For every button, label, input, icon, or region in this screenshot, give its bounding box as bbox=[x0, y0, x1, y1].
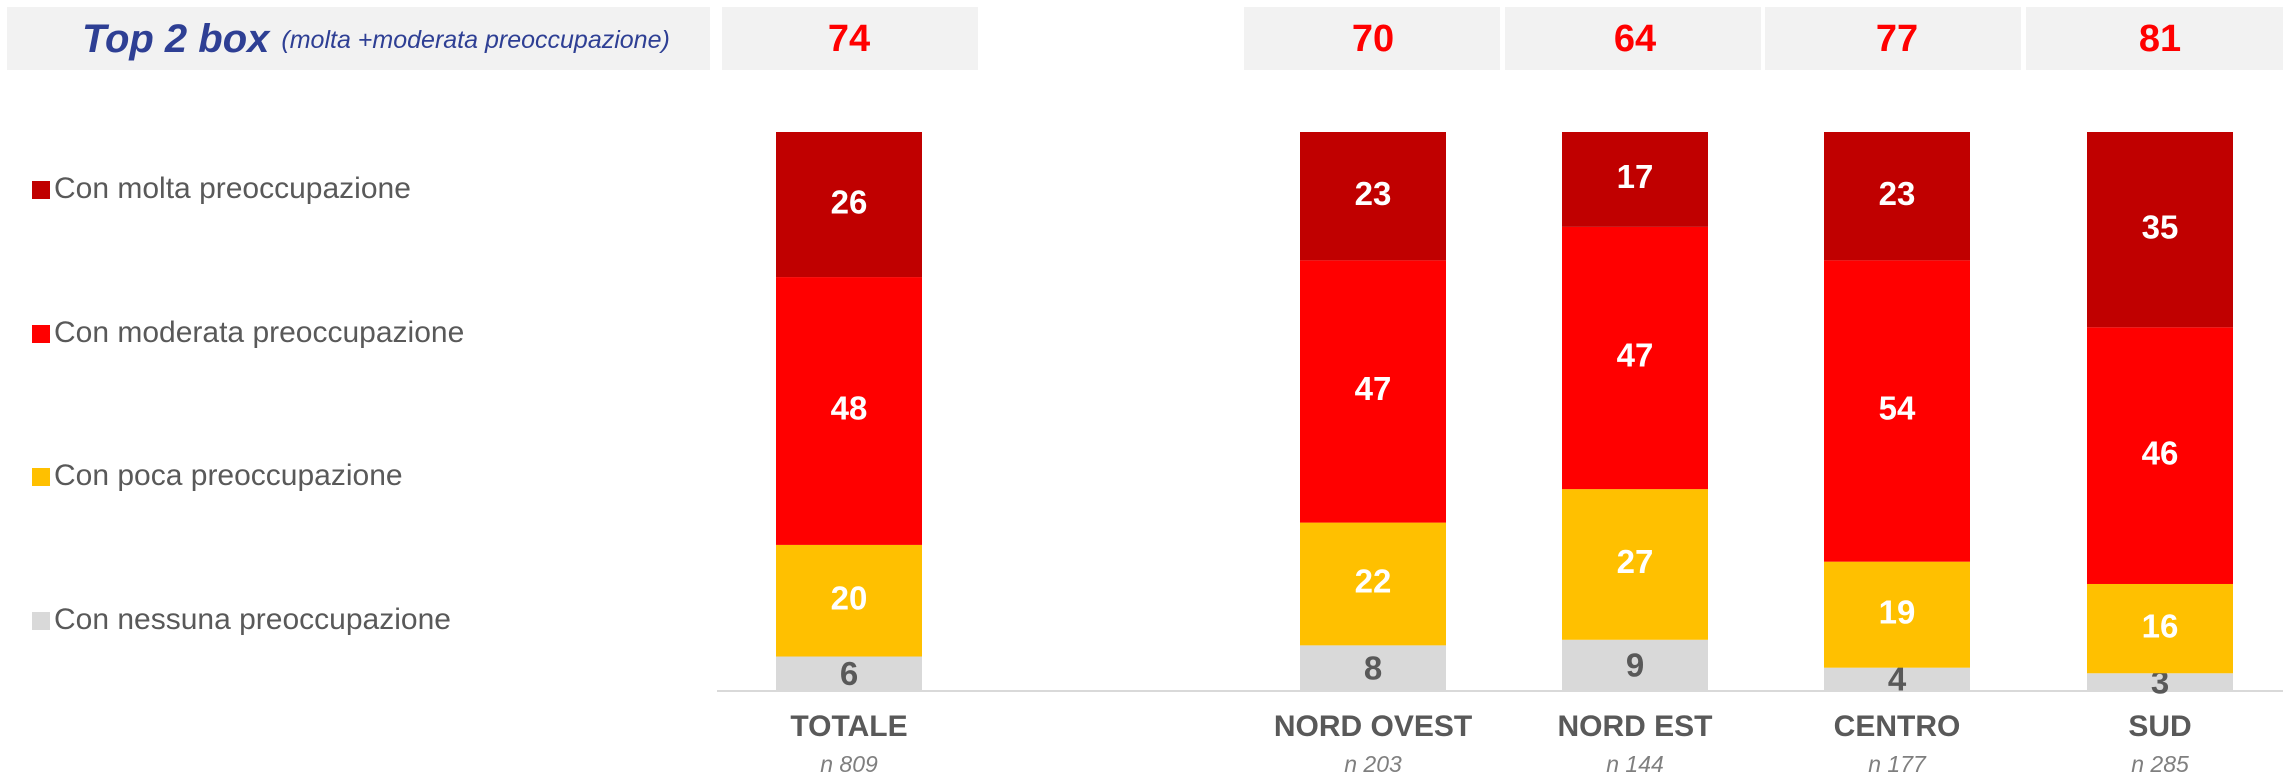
legend-label: Con nessuna preoccupazione bbox=[54, 603, 451, 636]
data-label: 47 bbox=[1355, 370, 1392, 407]
top2-value: 70 bbox=[1352, 18, 1394, 60]
header-box bbox=[7, 7, 710, 70]
sample-size: n 144 bbox=[1606, 751, 1664, 777]
bar-segment bbox=[1824, 667, 1970, 690]
bar-segment bbox=[776, 132, 922, 278]
chart-title: Top 2 box (molta +moderata preoccupazione… bbox=[82, 17, 670, 61]
title: Top 2 box bbox=[82, 17, 271, 61]
data-label: 27 bbox=[1617, 543, 1654, 580]
header-box bbox=[1765, 7, 2021, 70]
bar-segment bbox=[776, 656, 922, 690]
bar-segment bbox=[1562, 226, 1708, 490]
x-tick-label: TOTALE bbox=[790, 710, 907, 743]
bar-segment bbox=[2087, 673, 2233, 690]
sample-size: n 177 bbox=[1868, 751, 1927, 777]
bar-segment bbox=[776, 277, 922, 545]
header-box bbox=[1505, 7, 1761, 70]
bar-segment bbox=[2087, 327, 2233, 584]
legend-swatch bbox=[32, 181, 50, 199]
header-box bbox=[1244, 7, 1500, 70]
legend-label: Con poca preoccupazione bbox=[54, 459, 403, 492]
x-tick-label: NORD OVEST bbox=[1274, 710, 1472, 743]
bar-segment bbox=[1824, 260, 1970, 562]
data-label: 16 bbox=[2142, 607, 2179, 644]
bar-segment bbox=[1562, 489, 1708, 640]
top2-value: 64 bbox=[1614, 18, 1656, 60]
bar-segment bbox=[1824, 132, 1970, 261]
data-label: 54 bbox=[1879, 390, 1916, 427]
top2-value: 81 bbox=[2139, 18, 2181, 60]
data-label: 17 bbox=[1617, 158, 1654, 195]
top2-value: 77 bbox=[1876, 18, 1918, 60]
x-tick-label: SUD bbox=[2128, 710, 2191, 743]
subtitle: (molta +moderata preoccupazione) bbox=[281, 26, 669, 54]
data-label: 6 bbox=[840, 655, 858, 692]
data-label: 8 bbox=[1364, 649, 1382, 686]
sample-size: n 285 bbox=[2131, 751, 2189, 777]
legend-swatch bbox=[32, 468, 50, 486]
data-label: 9 bbox=[1626, 647, 1644, 684]
header-box bbox=[722, 7, 978, 70]
bar-segment bbox=[776, 544, 922, 657]
bar-segment bbox=[1300, 260, 1446, 523]
top2-value: 74 bbox=[828, 18, 870, 60]
sample-size: n 203 bbox=[1344, 751, 1402, 777]
bar-segment bbox=[1824, 561, 1970, 668]
x-tick-label: CENTRO bbox=[1834, 710, 1961, 743]
data-label: 46 bbox=[2142, 434, 2179, 471]
data-label: 26 bbox=[831, 183, 868, 220]
data-label: 19 bbox=[1879, 593, 1916, 630]
legend-label: Con moderata preoccupazione bbox=[54, 316, 464, 349]
data-label: 20 bbox=[831, 579, 868, 616]
bar-segment bbox=[2087, 132, 2233, 328]
data-label: 48 bbox=[831, 390, 868, 427]
bar-segment bbox=[1300, 132, 1446, 261]
sample-size: n 809 bbox=[820, 751, 878, 777]
bar-segment bbox=[1300, 522, 1446, 646]
header-box bbox=[2026, 7, 2283, 70]
bar-segment bbox=[1562, 132, 1708, 227]
data-label: 22 bbox=[1355, 563, 1392, 600]
x-tick-label: NORD EST bbox=[1557, 710, 1712, 743]
legend-swatch bbox=[32, 612, 50, 630]
data-label: 23 bbox=[1879, 175, 1916, 212]
bar-segment bbox=[1300, 645, 1446, 690]
data-label: 35 bbox=[2142, 208, 2179, 245]
legend-swatch bbox=[32, 325, 50, 343]
bar-segment bbox=[2087, 583, 2233, 674]
data-label: 47 bbox=[1617, 337, 1654, 374]
bar-segment bbox=[1562, 639, 1708, 690]
legend-label: Con molta preoccupazione bbox=[54, 172, 411, 205]
data-label: 4 bbox=[1888, 661, 1907, 698]
data-label: 23 bbox=[1355, 175, 1392, 212]
